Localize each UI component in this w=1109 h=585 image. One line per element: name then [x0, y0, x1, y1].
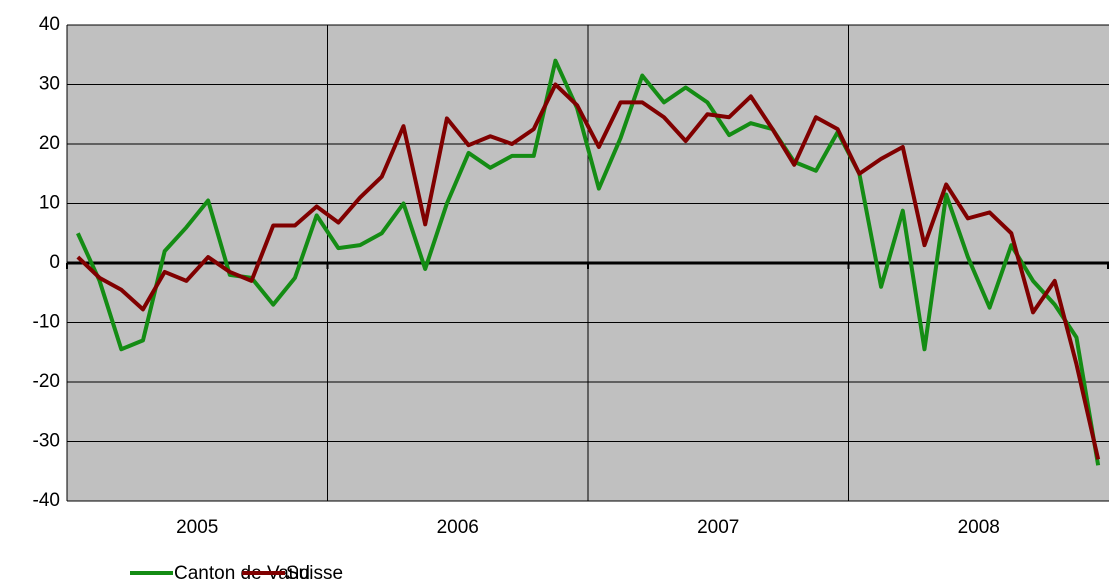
- y-tick-label: 10: [39, 193, 60, 214]
- y-tick-label: 20: [39, 133, 60, 154]
- y-tick-label: 40: [39, 14, 60, 35]
- x-group-label: 2008: [958, 517, 1000, 538]
- y-tick-label: -30: [33, 431, 60, 452]
- y-tick-label: 30: [39, 74, 60, 95]
- y-tick-label: -10: [33, 312, 60, 333]
- x-group-label: 2005: [176, 517, 218, 538]
- y-tick-label: -20: [33, 371, 60, 392]
- x-group-label: 2007: [697, 517, 739, 538]
- series-line: [76, 82, 1101, 460]
- legend-label: Canton de Vaud: [174, 563, 310, 584]
- x-group-label: 2006: [437, 517, 479, 538]
- y-tick-label: 0: [49, 252, 60, 273]
- legend-label: Suisse: [286, 563, 343, 584]
- y-tick-label: -40: [33, 490, 60, 511]
